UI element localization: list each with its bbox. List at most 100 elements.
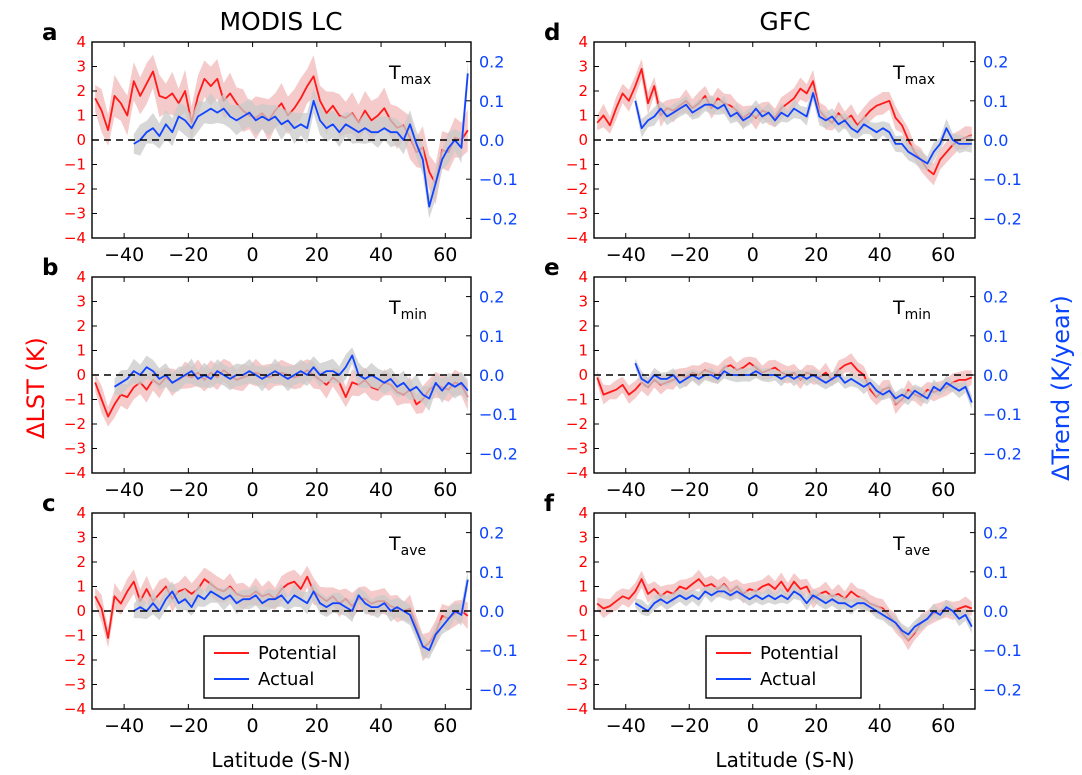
y2-tick-label: −0.2 bbox=[479, 444, 518, 463]
y-tick-label: −1 bbox=[566, 156, 588, 174]
x-tick-label: 40 bbox=[369, 479, 393, 501]
x-tick-label: 0 bbox=[747, 715, 759, 737]
y2-tick-label: 0.1 bbox=[479, 327, 504, 346]
y-tick-label: 4 bbox=[578, 268, 588, 286]
plot-area-a bbox=[94, 54, 469, 219]
actual-band bbox=[133, 61, 468, 219]
y-axis-label-right: ΔTrend (K/year) bbox=[1047, 295, 1075, 481]
x-tick-label: 0 bbox=[747, 479, 759, 501]
y2-tick-label: −0.2 bbox=[983, 680, 1022, 699]
plot-area-b bbox=[94, 347, 469, 427]
y-tick-label: −2 bbox=[566, 651, 588, 669]
actual-band bbox=[635, 583, 972, 642]
x-tick-label: −40 bbox=[606, 244, 646, 266]
y-tick-label: 3 bbox=[578, 529, 588, 547]
panel-label-d: d bbox=[544, 20, 560, 46]
panel-label-e: e bbox=[544, 255, 560, 281]
actual-band bbox=[133, 570, 468, 659]
y-tick-label: −3 bbox=[64, 440, 86, 458]
y2-tick-label: −0.2 bbox=[983, 209, 1022, 228]
legend-potential-label: Potential bbox=[258, 643, 337, 664]
y-tick-label: 3 bbox=[578, 293, 588, 311]
legend: Potential Actual bbox=[203, 635, 360, 699]
y-tick-label: 0 bbox=[578, 366, 588, 384]
y-tick-label: −3 bbox=[566, 440, 588, 458]
y-tick-label: −3 bbox=[64, 205, 86, 223]
y-tick-label: 1 bbox=[76, 107, 86, 125]
x-tick-label: 0 bbox=[247, 244, 259, 266]
y2-tick-label: 0.1 bbox=[479, 563, 504, 582]
x-tick-label: 40 bbox=[868, 715, 892, 737]
panel-f: −4 −3 −2 −1 0 1 2 3 4 −0.2 −0.1 0.0 0.1 0.2 −40 −20 0 20 4… bbox=[544, 491, 1022, 737]
y-tick-label: 2 bbox=[578, 553, 588, 571]
y-tick-label: 3 bbox=[76, 293, 86, 311]
y2-tick-label: −0.2 bbox=[983, 444, 1022, 463]
y-tick-label: 2 bbox=[578, 82, 588, 100]
y-axis-label-left: ΔLST (K) bbox=[22, 337, 50, 439]
y-tick-label: −1 bbox=[64, 627, 86, 645]
potential-band bbox=[597, 569, 972, 651]
x-tick-label: 20 bbox=[804, 479, 828, 501]
y2-tick-label: 0.1 bbox=[983, 563, 1008, 582]
variable-label: Tmax bbox=[388, 62, 431, 88]
y-tick-label: 0 bbox=[76, 366, 86, 384]
y-tick-label: 2 bbox=[578, 317, 588, 335]
plot-area-c bbox=[94, 565, 469, 662]
y2-tick-label: −0.1 bbox=[983, 170, 1022, 189]
panel-b: −4 −3 −2 −1 0 1 2 3 4 −0.2 −0.1 0.0 0.1 0.2 −40 −20 0 20 4… bbox=[42, 255, 518, 501]
x-tick-label: 60 bbox=[931, 479, 955, 501]
y-tick-label: −2 bbox=[566, 180, 588, 198]
panel-label-f: f bbox=[544, 491, 555, 517]
x-tick-label: 60 bbox=[931, 715, 955, 737]
y-tick-label: −3 bbox=[566, 676, 588, 694]
x-tick-label: −20 bbox=[669, 244, 709, 266]
y-tick-label: −1 bbox=[64, 391, 86, 409]
x-axis-label-left: Latitude (S-N) bbox=[211, 748, 350, 772]
y-tick-label: −2 bbox=[566, 415, 588, 433]
x-tick-label: −40 bbox=[606, 715, 646, 737]
x-tick-label: 60 bbox=[931, 244, 955, 266]
y-tick-label: 1 bbox=[578, 342, 588, 360]
y-tick-label: 3 bbox=[578, 58, 588, 76]
potential-band bbox=[95, 565, 468, 662]
y-tick-label: −4 bbox=[64, 464, 86, 482]
actual-line bbox=[133, 579, 469, 652]
y2-tick-label: 0.1 bbox=[983, 92, 1008, 111]
y2-tick-label: −0.1 bbox=[479, 170, 518, 189]
x-tick-label: 40 bbox=[868, 244, 892, 266]
y-tick-label: 0 bbox=[578, 131, 588, 149]
variable-label: Tave bbox=[388, 533, 426, 559]
actual-line bbox=[133, 73, 469, 208]
y-tick-label: −2 bbox=[64, 415, 86, 433]
y2-tick-label: −0.1 bbox=[479, 641, 518, 660]
legend: Potential Actual bbox=[705, 635, 862, 699]
y2-tick-label: 0.0 bbox=[983, 602, 1008, 621]
y-tick-label: −2 bbox=[64, 651, 86, 669]
y-tick-label: 1 bbox=[76, 342, 86, 360]
y2-tick-label: 0.0 bbox=[479, 602, 504, 621]
y2-tick-label: 0.1 bbox=[479, 92, 504, 111]
y2-tick-label: 0.0 bbox=[983, 366, 1008, 385]
y-tick-label: −3 bbox=[64, 676, 86, 694]
y-tick-label: 4 bbox=[76, 504, 86, 522]
x-tick-label: 60 bbox=[433, 479, 457, 501]
x-tick-label: −20 bbox=[168, 479, 208, 501]
col-title-right: GFC bbox=[759, 7, 810, 36]
y-tick-label: 4 bbox=[76, 268, 86, 286]
x-tick-label: 20 bbox=[305, 479, 329, 501]
x-tick-label: 20 bbox=[804, 244, 828, 266]
y-tick-label: 4 bbox=[76, 33, 86, 51]
panel-c: −4 −3 −2 −1 0 1 2 3 4 −0.2 −0.1 0.0 0.1 0.2 −40 −20 0 20 4… bbox=[42, 491, 518, 737]
x-axis-label-right: Latitude (S-N) bbox=[715, 748, 854, 772]
y-tick-label: 0 bbox=[76, 131, 86, 149]
plot-area-d bbox=[596, 58, 973, 186]
y-tick-label: −4 bbox=[566, 700, 588, 718]
panel-a: −4 −3 −2 −1 0 1 2 3 4 −0.2 −0.1 0.0 0.1 0.2 −40 −20 0 20 4… bbox=[42, 20, 518, 266]
plot-area-f bbox=[596, 569, 973, 651]
y2-tick-label: 0.2 bbox=[479, 524, 504, 543]
variable-label: Tmax bbox=[892, 62, 935, 88]
y-tick-label: −3 bbox=[566, 205, 588, 223]
x-tick-label: 0 bbox=[247, 479, 259, 501]
y-tick-label: 1 bbox=[578, 107, 588, 125]
